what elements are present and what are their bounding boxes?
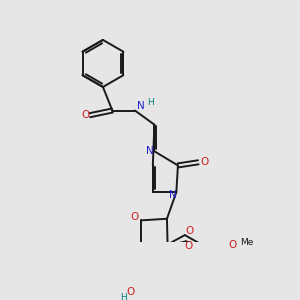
Text: O: O [127,287,135,297]
Text: O: O [131,212,139,222]
Text: Me: Me [240,238,254,247]
Text: N: N [137,101,145,111]
Text: N: N [169,190,176,200]
Text: O: O [200,157,209,167]
Text: O: O [185,226,194,236]
Text: N: N [146,146,154,156]
Text: O: O [185,241,193,251]
Text: O: O [81,110,89,120]
Text: H: H [147,98,154,107]
Text: H: H [120,293,127,300]
Text: O: O [229,239,237,250]
